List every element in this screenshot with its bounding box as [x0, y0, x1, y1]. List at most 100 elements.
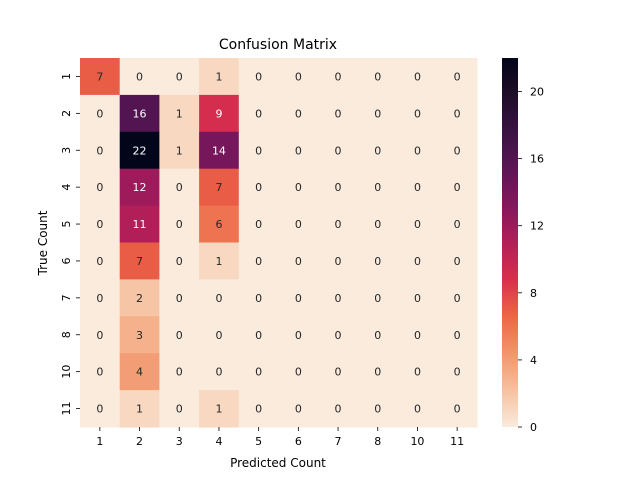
heatmap-cell [119, 353, 160, 391]
cell-value-label: 0 [454, 403, 461, 416]
cell-value-label: 0 [295, 329, 302, 342]
x-tick-label: 3 [176, 435, 183, 448]
cell-value-label: 11 [133, 218, 147, 231]
cell-value-label: 6 [215, 218, 222, 231]
cell-value-label: 0 [295, 181, 302, 194]
heatmap-cell [119, 205, 160, 243]
y-tick-label: 7 [60, 294, 73, 301]
heatmap-cell [199, 390, 240, 428]
cell-value-label: 0 [414, 329, 421, 342]
x-tick-label: 7 [335, 435, 342, 448]
y-tick-label: 8 [60, 331, 73, 338]
y-tick-label: 2 [60, 110, 73, 117]
heatmap-cell [437, 168, 478, 207]
cell-value-label: 0 [96, 144, 103, 157]
cell-value-label: 0 [454, 255, 461, 268]
heatmap-cell [80, 94, 121, 133]
cell-value-label: 0 [96, 181, 103, 194]
cell-value-label: 7 [136, 255, 143, 268]
cell-value-label: 0 [454, 292, 461, 305]
cell-value-label: 0 [414, 70, 421, 83]
cell-value-label: 7 [215, 181, 222, 194]
heatmap-cell [80, 168, 121, 207]
cell-value-label: 0 [295, 403, 302, 416]
cell-value-label: 0 [454, 366, 461, 379]
heatmap-cell [80, 58, 121, 96]
cell-value-label: 0 [335, 218, 342, 231]
heatmap-cell [199, 168, 240, 207]
heatmap-cell [437, 94, 478, 133]
heatmap-cell [238, 390, 279, 428]
y-tick-label: 11 [60, 402, 73, 416]
cell-value-label: 0 [176, 70, 183, 83]
cell-value-label: 0 [255, 107, 262, 120]
cell-value-label: 1 [136, 403, 143, 416]
cell-value-label: 0 [454, 329, 461, 342]
cell-value-label: 4 [136, 366, 143, 379]
heatmap-cell [437, 58, 478, 96]
colorbar-gradient [502, 58, 518, 427]
heatmap-cell [357, 205, 399, 243]
heatmap-cell [119, 242, 160, 280]
heatmap-cell [159, 131, 200, 170]
heatmap-cell [119, 316, 160, 354]
heatmap-cell [278, 279, 319, 317]
heatmap-cell [159, 242, 200, 280]
cell-value-label: 0 [96, 107, 103, 120]
cell-value-label: 0 [414, 366, 421, 379]
cell-value-label: 0 [374, 181, 381, 194]
y-tick-label: 3 [60, 147, 73, 154]
cell-value-label: 0 [414, 218, 421, 231]
cell-value-label: 0 [136, 70, 143, 83]
heatmap-cell [238, 168, 279, 207]
cell-value-label: 14 [212, 144, 226, 157]
cell-value-label: 0 [414, 403, 421, 416]
cell-value-label: 7 [96, 70, 103, 83]
y-tick-label: 10 [60, 365, 73, 379]
cell-value-label: 0 [374, 403, 381, 416]
y-axis-ticks: 1 2 3 4 5 6 7 8 10 11 [60, 73, 80, 416]
heatmap-cell [397, 168, 438, 207]
x-tick-label: 11 [450, 435, 464, 448]
heatmap-cell [159, 353, 200, 391]
cell-value-label: 12 [133, 181, 147, 194]
heatmap-cell [159, 390, 200, 428]
heatmap-cell [397, 353, 438, 391]
heatmap-cell [437, 279, 478, 317]
heatmap-cell [119, 279, 160, 317]
cell-value-label: 0 [295, 366, 302, 379]
cell-value-label: 0 [255, 255, 262, 268]
heatmap-cell [199, 205, 240, 243]
x-tick-label: 5 [255, 435, 262, 448]
heatmap-cell [437, 131, 478, 170]
cell-value-label: 0 [176, 366, 183, 379]
cell-value-label: 0 [335, 107, 342, 120]
cell-value-label: 0 [295, 292, 302, 305]
colorbar-tick-label: 4 [530, 354, 537, 367]
heatmap-cell [199, 58, 240, 96]
cell-value-label: 0 [374, 218, 381, 231]
cell-value-label: 0 [374, 144, 381, 157]
heatmap-cell [238, 279, 279, 317]
cell-value-label: 0 [255, 70, 262, 83]
cell-value-label: 0 [335, 329, 342, 342]
heatmap-cell [318, 168, 359, 207]
heatmap-cell [397, 205, 438, 243]
cell-value-label: 0 [454, 218, 461, 231]
heatmap-cell [119, 131, 160, 170]
cell-value-label: 0 [96, 403, 103, 416]
cell-value-label: 3 [136, 329, 143, 342]
cell-value-label: 0 [255, 366, 262, 379]
heatmap-cell [397, 242, 438, 280]
x-tick-label: 10 [410, 435, 424, 448]
heatmap-cell [397, 131, 438, 170]
cell-value-label: 0 [96, 366, 103, 379]
y-tick-label: 4 [60, 184, 73, 191]
cell-value-label: 0 [454, 144, 461, 157]
colorbar-tick-label: 0 [530, 421, 537, 434]
y-tick-label: 6 [60, 257, 73, 264]
heatmap-cell [238, 58, 279, 96]
heatmap-cell [437, 353, 478, 391]
x-tick-label: 2 [136, 435, 143, 448]
